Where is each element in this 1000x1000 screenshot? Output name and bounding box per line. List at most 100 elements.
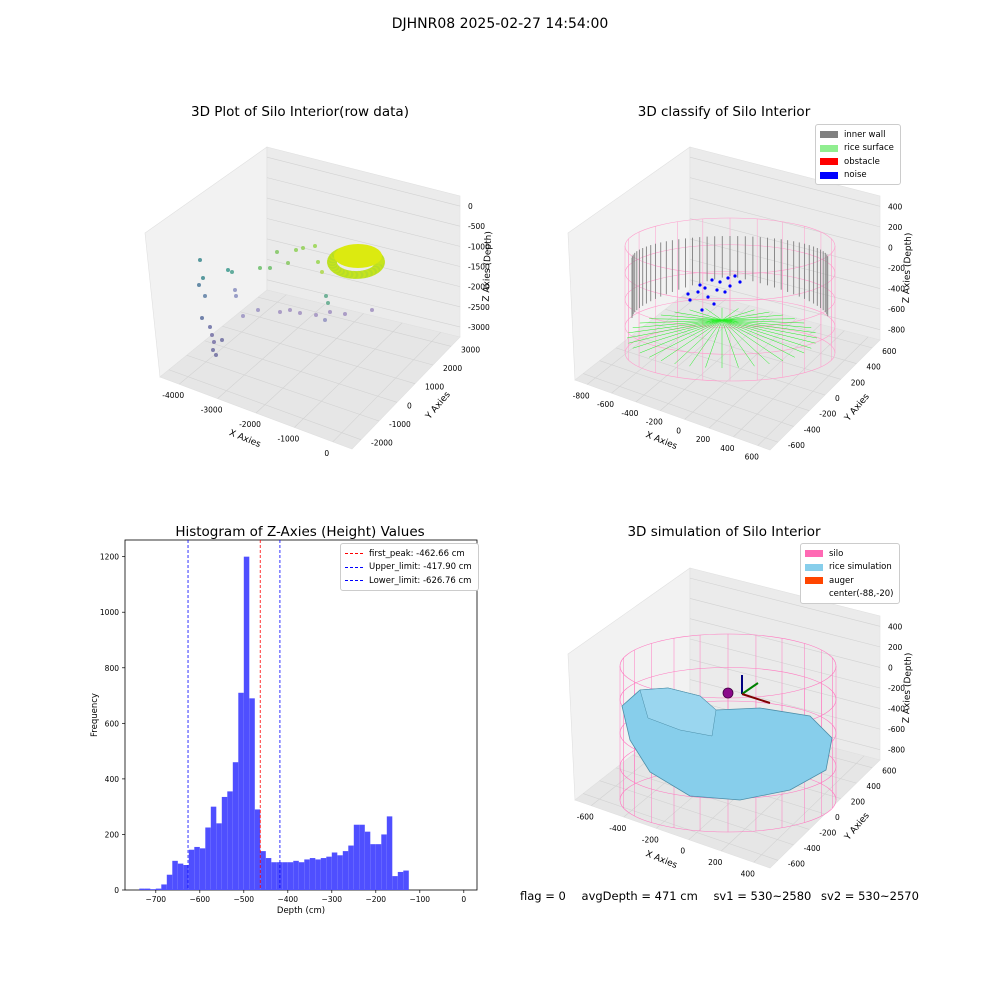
raw-data-point bbox=[203, 294, 207, 298]
grid-line bbox=[689, 177, 881, 228]
histogram-xlabel: Depth (cm) bbox=[277, 906, 325, 916]
histogram-bar bbox=[172, 860, 178, 890]
rice-surface-line bbox=[649, 318, 723, 321]
raw-ytick: 0 bbox=[407, 401, 412, 410]
legend-item-center: center(-88,-20) bbox=[805, 588, 893, 602]
grid-line bbox=[186, 354, 380, 422]
y-tick-label: 600 bbox=[105, 719, 120, 728]
legend-swatch bbox=[820, 131, 838, 139]
avg-depth-text: avgDepth = 471 cm bbox=[581, 889, 698, 903]
histogram-bar bbox=[287, 862, 294, 890]
simulation-axes-box: -600-400-2000200400-600-400-200020040060… bbox=[567, 567, 914, 878]
rice-surface-line bbox=[674, 311, 723, 321]
histogram-bar bbox=[392, 876, 398, 890]
histogram-bar bbox=[320, 858, 327, 890]
noise-point bbox=[703, 286, 707, 290]
histogram-bar bbox=[326, 856, 332, 890]
classify-ztick: 400 bbox=[888, 202, 903, 211]
histogram-bar bbox=[364, 831, 371, 890]
simulation-ytick: 200 bbox=[851, 798, 866, 807]
raw-xlabel: X Axies bbox=[227, 428, 262, 450]
histogram-axes-frame bbox=[124, 539, 478, 891]
noise-point bbox=[700, 308, 704, 312]
center-axis-x bbox=[741, 693, 771, 704]
x-tick-label: −200 bbox=[365, 895, 386, 904]
histogram-bar bbox=[194, 846, 200, 890]
simulation-zlabel: Z Axies (Depth) bbox=[902, 653, 914, 724]
histogram-bar bbox=[265, 858, 272, 890]
noise-point bbox=[728, 284, 732, 288]
legend-item-obstacle: obstacle bbox=[820, 155, 894, 169]
legend-label: silo bbox=[829, 548, 844, 559]
grid-line bbox=[665, 308, 857, 364]
raw-data-point bbox=[278, 310, 282, 314]
x-tick-label: −500 bbox=[233, 895, 254, 904]
x-tick-label: −600 bbox=[189, 895, 210, 904]
legend-label: center(-88,-20) bbox=[829, 589, 894, 600]
classify-xtick: -400 bbox=[621, 409, 638, 418]
legend-line-red bbox=[345, 553, 363, 555]
histogram-bar bbox=[144, 888, 151, 890]
rice-surface-line bbox=[721, 319, 812, 349]
histogram-bar bbox=[188, 849, 195, 890]
noise-point bbox=[715, 288, 719, 292]
legend-item-noise: noise bbox=[820, 169, 894, 183]
histogram-bar bbox=[386, 816, 393, 890]
histogram-bar bbox=[359, 824, 365, 890]
raw-ztick: -2500 bbox=[468, 303, 490, 312]
legend-label: first_peak: -462.66 cm bbox=[369, 548, 465, 559]
classify-ytick: -400 bbox=[804, 425, 821, 434]
grid-line bbox=[689, 598, 881, 648]
rice-surface-line bbox=[632, 319, 723, 349]
histogram-bar bbox=[282, 862, 288, 890]
simulation-ztick: 200 bbox=[888, 643, 903, 652]
histogram-bar bbox=[232, 762, 239, 890]
grid-line bbox=[615, 347, 810, 411]
legend-label: rice simulation bbox=[829, 562, 892, 573]
raw-ylabel: Y Axies bbox=[424, 390, 453, 422]
y-tick-label: 0 bbox=[114, 886, 119, 895]
grid-line bbox=[217, 303, 326, 399]
raw-data-point bbox=[326, 301, 330, 305]
simulation-xtick: 400 bbox=[741, 869, 756, 878]
rice-surface-line bbox=[721, 311, 770, 321]
grid-line bbox=[332, 332, 441, 443]
legend-swatch bbox=[805, 591, 823, 598]
legend-item-auger: auger bbox=[805, 574, 893, 588]
grid-line bbox=[599, 780, 794, 846]
grid-line bbox=[689, 156, 881, 207]
histogram-bar bbox=[375, 844, 382, 890]
classify-zlabel: Z Axies (Depth) bbox=[902, 233, 914, 304]
rice-surface-line bbox=[721, 319, 805, 354]
raw-ztick: -1500 bbox=[468, 263, 490, 272]
auger-marker bbox=[722, 687, 734, 699]
simulation-ytick: 600 bbox=[882, 767, 897, 776]
legend-item-silo: silo bbox=[805, 547, 893, 561]
rice-surface-line bbox=[639, 319, 723, 354]
raw-data-point bbox=[316, 260, 320, 264]
raw-ytick: -2000 bbox=[371, 439, 393, 448]
classify-ylabel: Y Axies bbox=[843, 392, 872, 424]
raw-data-point bbox=[313, 244, 317, 248]
raw-data-point bbox=[324, 294, 328, 298]
rice-surface-line bbox=[721, 319, 816, 334]
y-tick-label: 400 bbox=[105, 775, 120, 784]
histogram-bar bbox=[348, 845, 354, 890]
raw-ztick: -1000 bbox=[468, 242, 490, 251]
simulation-ztick: -200 bbox=[888, 684, 905, 693]
raw-data-point bbox=[323, 318, 327, 322]
simulation-ylabel: Y Axies bbox=[843, 811, 872, 843]
grid-line bbox=[689, 197, 881, 248]
rice-surface-line bbox=[705, 319, 723, 368]
legend-swatch bbox=[820, 171, 838, 179]
raw-data-point bbox=[268, 266, 272, 270]
histogram-plot: −700 −600 −500 −400 −300 −200 −100 0 0 200 400 600 8… bbox=[90, 539, 478, 916]
raw-data-point bbox=[298, 311, 302, 315]
raw-ytick: -1000 bbox=[389, 420, 411, 429]
rice-surface-line bbox=[632, 319, 723, 328]
histogram-bar bbox=[199, 848, 206, 890]
noise-point bbox=[688, 298, 692, 302]
histogram-bar bbox=[227, 791, 233, 890]
grid-line bbox=[632, 334, 826, 396]
histogram-legend: first_peak: -462.66 cm Upper_limit: -417… bbox=[340, 543, 479, 591]
